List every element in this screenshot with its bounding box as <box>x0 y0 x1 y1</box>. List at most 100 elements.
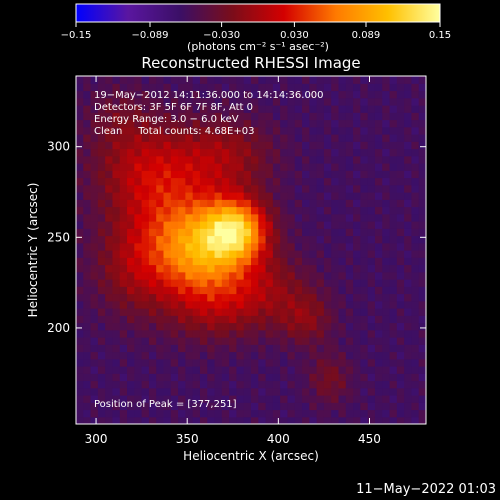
heatmap-cell <box>221 199 230 208</box>
heatmap-cell <box>243 250 252 258</box>
heatmap-cell <box>309 279 318 287</box>
heatmap-cell <box>236 141 245 150</box>
heatmap-cell <box>127 83 135 92</box>
heatmap-cell <box>411 409 420 418</box>
heatmap-cell <box>360 170 369 179</box>
heatmap-cell <box>374 90 383 99</box>
heatmap-cell <box>338 90 347 99</box>
heatmap-cell <box>389 322 398 331</box>
heatmap-cell <box>185 97 194 106</box>
heatmap-cell <box>90 177 99 186</box>
heatmap-cell <box>367 76 376 84</box>
heatmap-cell <box>207 119 216 128</box>
heatmap-cell <box>367 395 376 403</box>
heatmap-cell <box>243 293 252 302</box>
heatmap-cell <box>229 337 238 345</box>
heatmap-cell <box>360 264 369 273</box>
heatmap-cell <box>316 380 325 389</box>
heatmap-cell <box>265 358 274 367</box>
heatmap-cell <box>396 300 405 309</box>
heatmap-cell <box>272 134 281 142</box>
heatmap-cell <box>265 395 274 403</box>
heatmap-cell <box>83 366 92 374</box>
heatmap-cell <box>331 112 340 121</box>
heatmap-cell <box>156 387 165 396</box>
heatmap-cell <box>236 155 245 164</box>
heatmap-cell <box>280 322 289 331</box>
heatmap-cell <box>178 141 186 150</box>
heatmap-cell <box>134 395 143 403</box>
heatmap-cell <box>374 126 383 135</box>
heatmap-cell <box>404 170 413 179</box>
heatmap-cell <box>229 395 238 403</box>
heatmap-cell <box>192 206 201 215</box>
heatmap-cell <box>280 358 289 367</box>
heatmap-cell <box>396 184 405 193</box>
heatmap-cell <box>243 279 252 287</box>
heatmap-cell <box>272 279 281 287</box>
heatmap-cell <box>243 163 252 171</box>
heatmap-cell <box>229 344 238 353</box>
heatmap-cell <box>353 416 361 424</box>
heatmap-cell <box>207 402 216 411</box>
heatmap-cell <box>170 213 179 222</box>
heatmap-cell <box>83 228 92 237</box>
heatmap-cell <box>360 387 369 396</box>
heatmap-cell <box>192 279 201 287</box>
heatmap-cell <box>148 351 157 360</box>
heatmap-cell <box>236 250 245 258</box>
heatmap-cell <box>221 344 230 353</box>
heatmap-cell <box>141 90 150 99</box>
heatmap-cell <box>353 344 361 353</box>
heatmap-cell <box>316 358 325 367</box>
heatmap-cell <box>345 97 354 106</box>
heatmap-cell <box>221 155 230 164</box>
heatmap-cell <box>302 177 310 186</box>
heatmap-cell <box>178 90 186 99</box>
heatmap-cell <box>243 300 252 309</box>
heatmap-cell <box>214 358 223 367</box>
heatmap-cell <box>360 351 369 360</box>
heatmap-cell <box>134 228 143 237</box>
heatmap-cell <box>265 409 274 418</box>
heatmap-cell <box>163 119 172 128</box>
heatmap-cell <box>287 322 296 331</box>
heatmap-cell <box>411 105 420 113</box>
heatmap-cell <box>396 358 405 367</box>
heatmap-cell <box>382 228 391 237</box>
heatmap-cell <box>418 112 426 121</box>
heatmap-cell <box>382 286 391 295</box>
heatmap-cell <box>302 395 310 403</box>
heatmap-cell <box>316 134 325 142</box>
heatmap-cell <box>258 409 267 418</box>
heatmap-cell <box>353 402 361 411</box>
heatmap-cell <box>97 329 106 338</box>
heatmap-cell <box>134 250 143 258</box>
heatmap-cell <box>367 206 376 215</box>
heatmap-cell <box>156 76 165 84</box>
heatmap-cell <box>294 366 303 374</box>
heatmap-cell <box>323 90 332 99</box>
heatmap-cell <box>345 293 354 302</box>
heatmap-cell <box>119 257 128 266</box>
heatmap-cell <box>236 97 245 106</box>
heatmap-cell <box>83 112 92 121</box>
heatmap-cell <box>251 329 259 338</box>
heatmap-cell <box>90 206 99 215</box>
heatmap-cell <box>178 380 186 389</box>
heatmap-cell <box>389 184 398 193</box>
heatmap-cell <box>287 163 296 171</box>
heatmap-cell <box>97 221 106 229</box>
heatmap-cell <box>272 105 281 113</box>
heatmap-cell <box>141 271 150 280</box>
heatmap-cell <box>411 380 420 389</box>
heatmap-cell <box>272 380 281 389</box>
heatmap-cell <box>374 221 383 229</box>
heatmap-cell <box>156 163 165 171</box>
heatmap-cell <box>119 329 128 338</box>
heatmap-cell <box>90 329 99 338</box>
heatmap-cell <box>338 199 347 208</box>
heatmap-cell <box>134 221 143 229</box>
heatmap-cell <box>316 366 325 374</box>
